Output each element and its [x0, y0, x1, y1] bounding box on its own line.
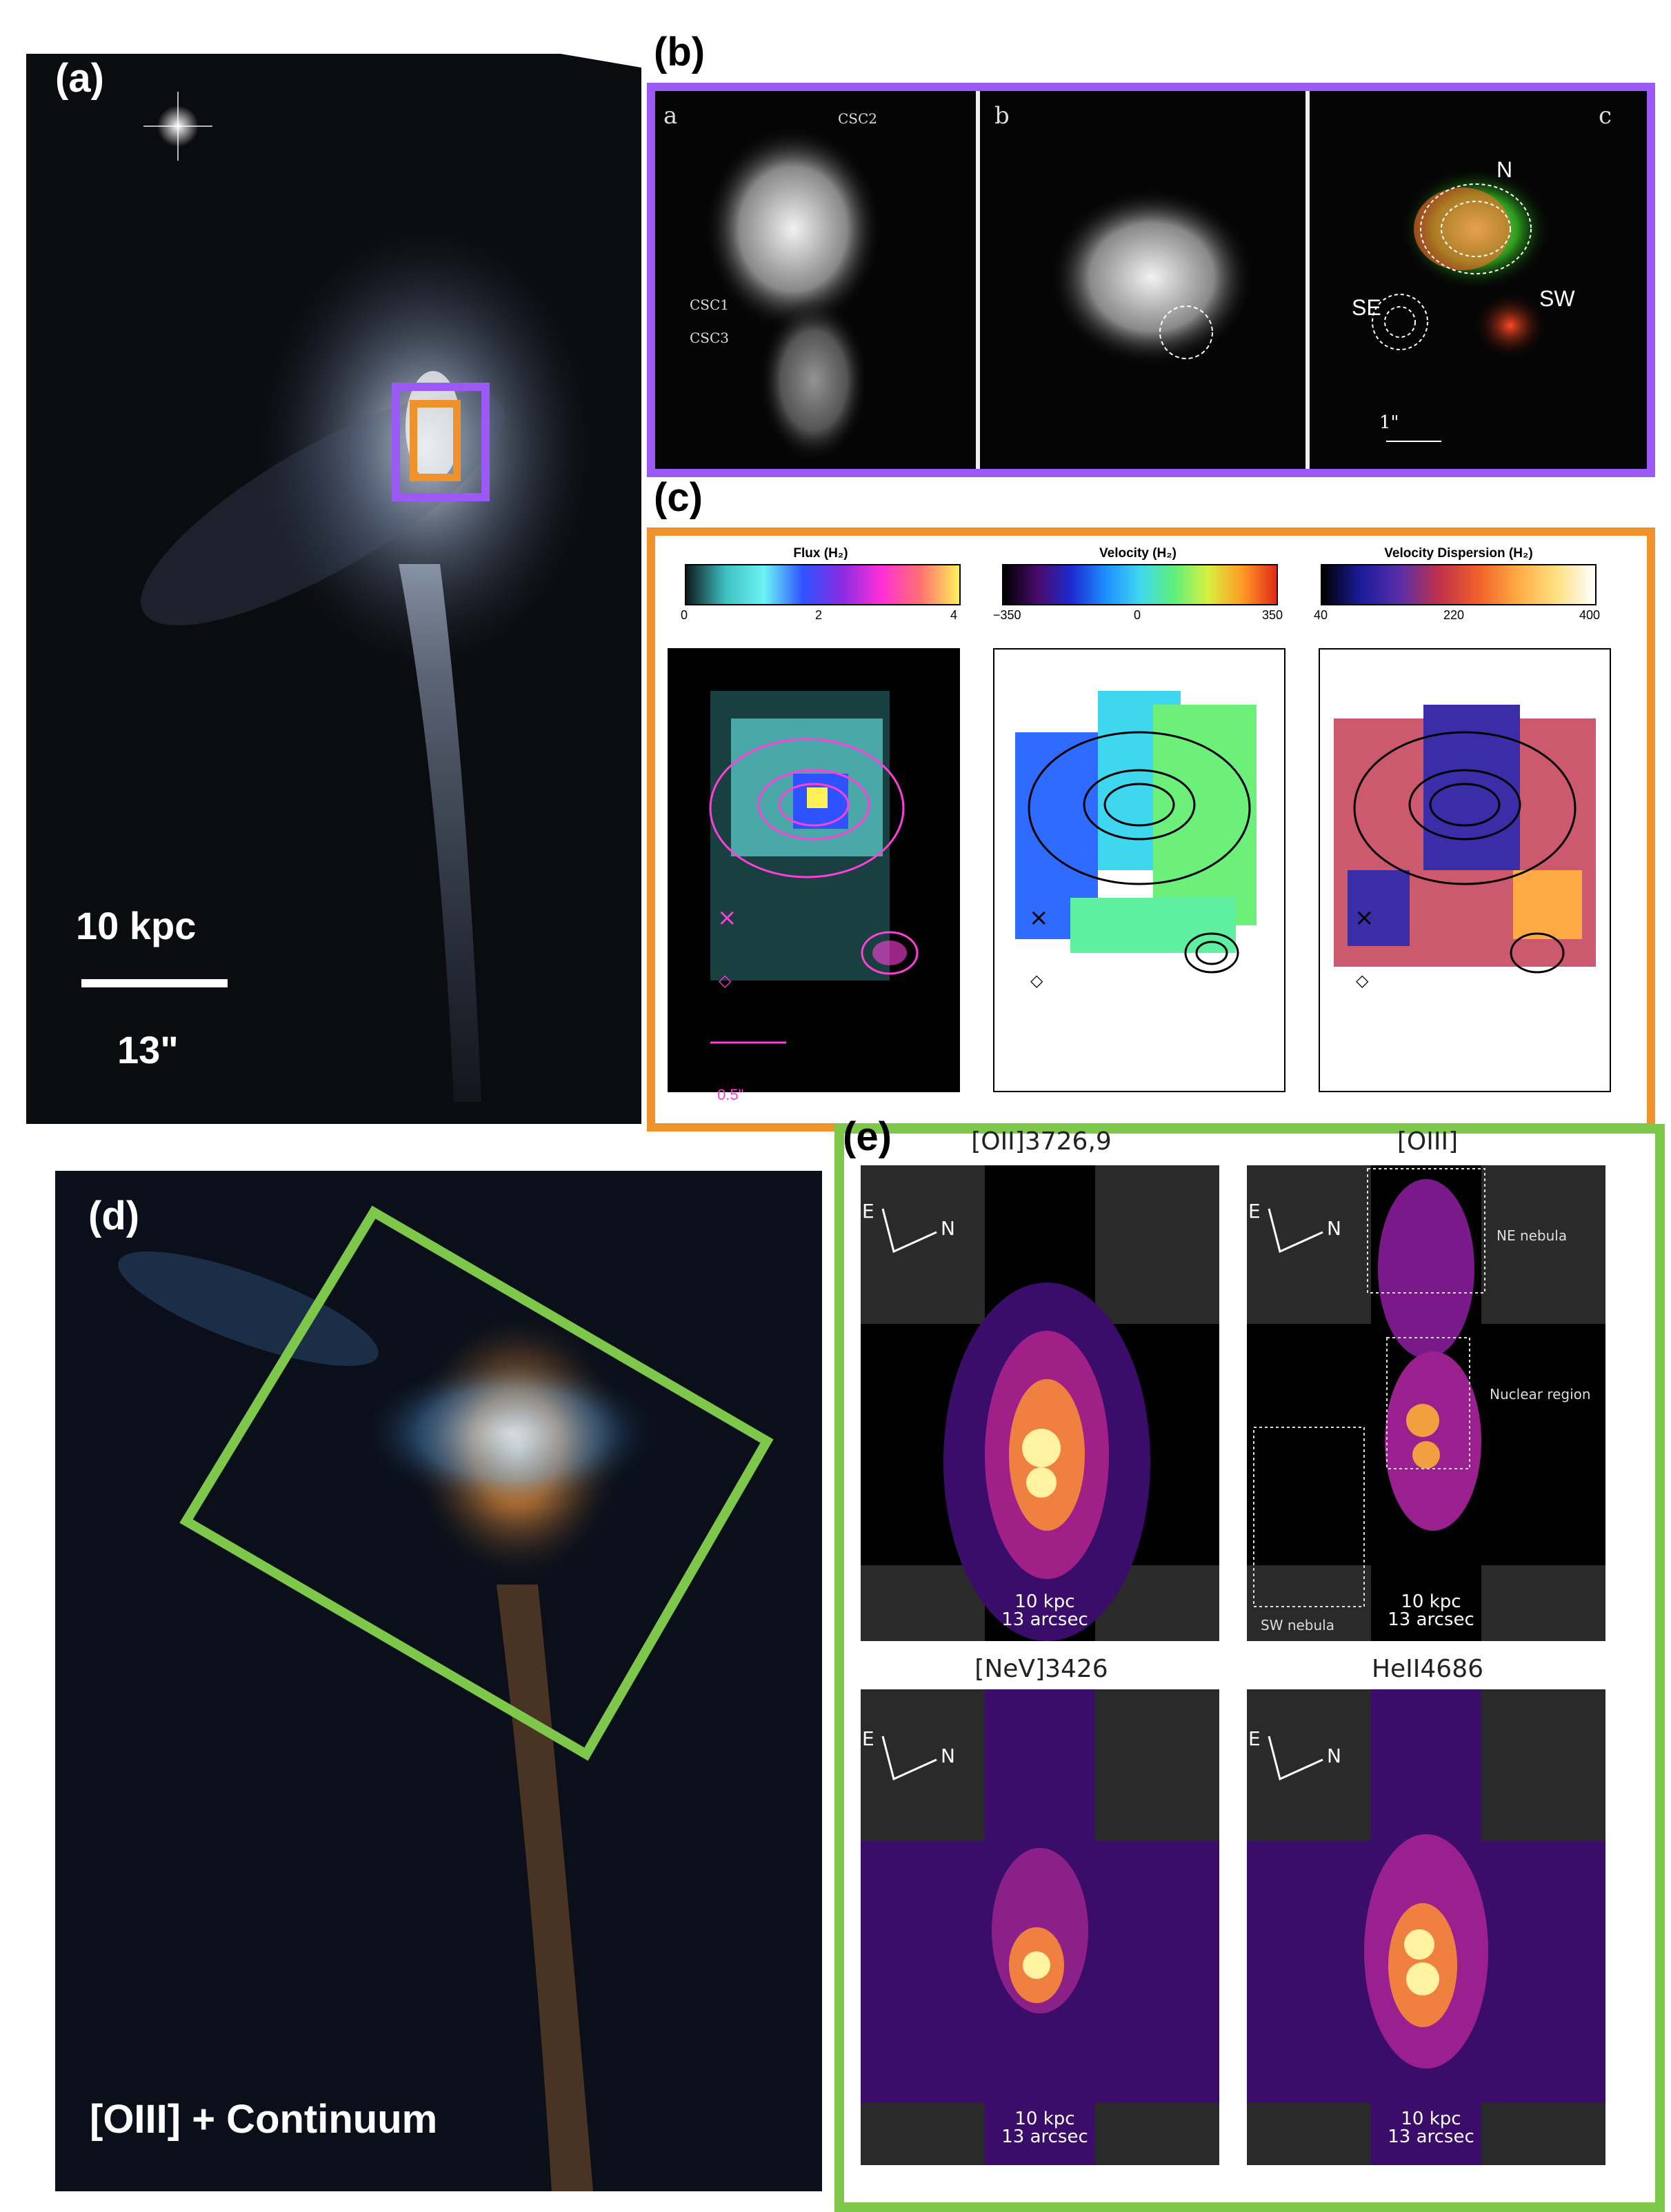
e-scale-nev: 10 kpc 13 arcsec — [986, 2110, 1103, 2146]
e-scale-oii-bottom: 13 arcsec — [1001, 1609, 1088, 1630]
label-se: SE — [1352, 295, 1381, 320]
scale-bar-a-bottom: 13" — [117, 1028, 179, 1072]
compass-oiii-e: E — [1248, 1200, 1261, 1223]
panel-b-scale: 1" — [1379, 412, 1399, 433]
cbar-title-flux: Flux (H₂) — [793, 546, 848, 561]
panel-c-letter: (c) — [654, 475, 703, 520]
cbar-tick-flux-2: 4 — [950, 608, 958, 622]
e-scale-oii-top: 10 kpc — [1014, 1591, 1075, 1612]
cbar-tick-dispersion-0: 40 — [1314, 608, 1328, 622]
cbar-tick-flux-1: 2 — [815, 608, 823, 622]
label-csc2: CSC2 — [838, 110, 878, 127]
label-csc1: CSC1 — [690, 296, 730, 313]
svg-text:×: × — [1029, 904, 1049, 932]
label-n: N — [1497, 157, 1513, 182]
scale-bar-a-line — [81, 979, 228, 987]
panel-b-sub-c: c — [1599, 102, 1612, 130]
cbar-title-velocity: Velocity (H₂) — [1099, 546, 1177, 561]
e-map-heii — [1247, 1689, 1605, 2165]
cbar-tick-velocity-0: −350 — [993, 608, 1021, 622]
e-map-nev — [861, 1689, 1219, 2165]
panel-b-images — [703, 91, 1552, 469]
panel-d-caption: [OIII] + Continuum — [90, 2097, 438, 2142]
panel-a-image — [26, 26, 641, 1124]
region-sw-nebula: SW nebula — [1261, 1617, 1334, 1633]
e-scale-heii: 10 kpc 13 arcsec — [1372, 2110, 1490, 2146]
label-csc3: CSC3 — [690, 330, 730, 346]
e-scale-nev-top: 10 kpc — [1014, 2109, 1075, 2129]
panel-d-letter: (d) — [88, 1194, 140, 1238]
e-scale-heii-top: 10 kpc — [1401, 2109, 1461, 2129]
purple-inset-box — [392, 383, 490, 501]
panel-e-letter: (e) — [843, 1114, 892, 1159]
colorbar-flux — [685, 564, 961, 605]
svg-text:◇: ◇ — [1356, 971, 1369, 990]
panel-b-letter: (b) — [654, 30, 706, 74]
svg-text:◇: ◇ — [1030, 971, 1043, 990]
compass-heii-e: E — [1248, 1727, 1261, 1750]
map-velocity: × ◇ — [993, 648, 1285, 1092]
compass-oiii — [1254, 1203, 1337, 1279]
cbar-tick-velocity-1: 0 — [1134, 608, 1141, 622]
compass-oiii-n: N — [1327, 1217, 1341, 1240]
e-map-oii — [861, 1165, 1219, 1641]
region-nuclear: Nuclear region — [1490, 1386, 1591, 1402]
e-scale-heii-bottom: 13 arcsec — [1388, 2126, 1474, 2147]
e-scale-oiii: 10 kpc 13 arcsec — [1372, 1593, 1490, 1629]
cbar-tick-dispersion-1: 220 — [1443, 608, 1465, 622]
e-title-oiii: [OIII] — [1397, 1127, 1459, 1156]
e-scale-oiii-bottom: 13 arcsec — [1388, 1609, 1474, 1630]
compass-oii-e: E — [862, 1200, 874, 1223]
label-sw: SW — [1539, 286, 1575, 311]
compass-oii-n: N — [941, 1217, 955, 1240]
svg-text:×: × — [717, 904, 737, 932]
orange-inset-box — [410, 400, 461, 481]
colorbar-velocity — [1002, 564, 1278, 605]
map-flux-scale: 0.5" — [717, 1086, 744, 1103]
map-flux: × ◇ — [668, 648, 960, 1092]
panel-b-sub-a: a — [663, 102, 678, 130]
e-scale-oii: 10 kpc 13 arcsec — [986, 1593, 1103, 1629]
e-scale-oiii-top: 10 kpc — [1401, 1591, 1461, 1612]
compass-nev — [868, 1731, 950, 1807]
compass-nev-n: N — [941, 1745, 955, 1767]
region-ne-nebula: NE nebula — [1497, 1227, 1568, 1244]
map-dispersion: × ◇ — [1319, 648, 1611, 1092]
svg-text:◇: ◇ — [719, 971, 732, 990]
e-title-oii: [OII]3726,9 — [971, 1127, 1112, 1156]
svg-text:×: × — [1354, 904, 1374, 932]
compass-heii — [1254, 1731, 1337, 1807]
e-title-nev: [NeV]3426 — [974, 1655, 1108, 1683]
cbar-tick-flux-0: 0 — [681, 608, 688, 622]
colorbar-dispersion — [1321, 564, 1597, 605]
panel-b-sub-b: b — [994, 102, 1010, 130]
panel-a-letter: (a) — [55, 56, 104, 101]
compass-heii-n: N — [1327, 1745, 1341, 1767]
cbar-title-dispersion: Velocity Dispersion (H₂) — [1384, 546, 1533, 561]
cbar-tick-velocity-2: 350 — [1262, 608, 1283, 622]
galaxy-image — [26, 26, 641, 1102]
compass-nev-e: E — [862, 1727, 874, 1750]
e-title-heii: HeII4686 — [1371, 1655, 1484, 1683]
e-scale-nev-bottom: 13 arcsec — [1001, 2126, 1088, 2147]
panel-b-frame — [647, 83, 1655, 477]
e-map-oiii — [1247, 1165, 1605, 1641]
panel-d-image — [55, 1171, 822, 2191]
cbar-tick-dispersion-2: 400 — [1579, 608, 1601, 622]
scale-bar-a-top: 10 kpc — [76, 904, 197, 947]
compass-oii — [868, 1203, 950, 1279]
